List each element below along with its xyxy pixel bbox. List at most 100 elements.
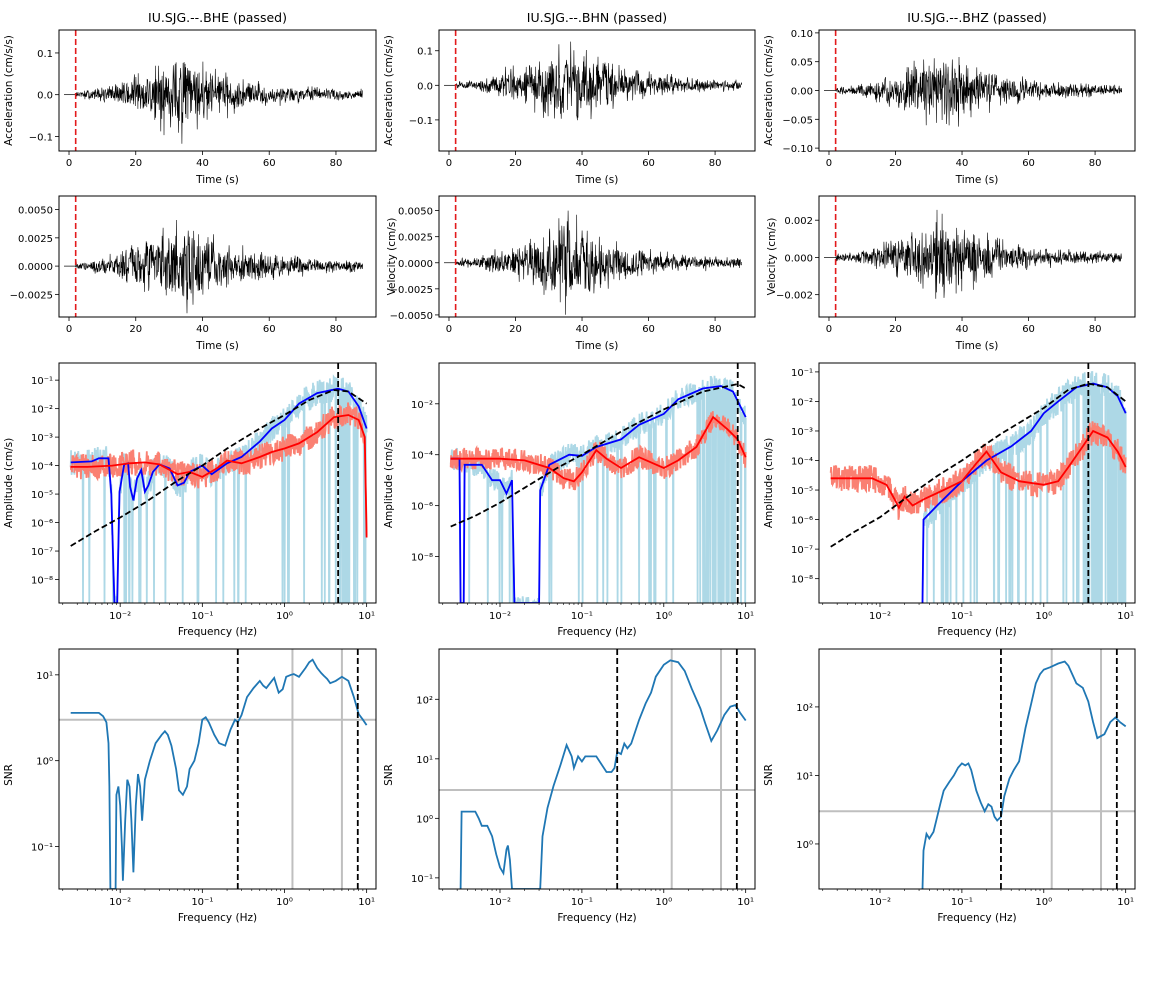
- y-tick-label: 10⁰: [796, 840, 813, 851]
- axes-frame: [58, 195, 377, 318]
- plot-area-spectra: [69, 363, 368, 603]
- snr-curve: [921, 660, 1127, 889]
- x-tick-label: 40: [196, 324, 209, 335]
- axes-frame: [818, 648, 1136, 890]
- x-tick-label: 80: [1089, 324, 1102, 335]
- x-tick-label: 10⁻¹: [191, 611, 213, 622]
- signal-spectrum-smoothed: [921, 382, 1127, 603]
- y-tick-label: 0.0000: [18, 262, 53, 273]
- y-tick-label: −0.1: [29, 132, 53, 143]
- brune-model-fit: [450, 383, 747, 528]
- x-axis-label: Frequency (Hz): [178, 912, 257, 924]
- axes-frame: [58, 29, 377, 152]
- y-tick-label: 10⁻¹: [411, 874, 433, 885]
- axes-frame: [438, 648, 756, 890]
- plot-area-spectra: [449, 363, 747, 603]
- x-tick-label: 10⁻²: [109, 611, 131, 622]
- y-tick-label: 10¹: [416, 755, 433, 766]
- y-tick-label: 10⁻⁶: [31, 519, 53, 530]
- x-axis-label: Time (s): [575, 174, 619, 186]
- y-tick-label: 0.1: [417, 47, 433, 58]
- y-tick-label: 10⁻²: [791, 397, 813, 408]
- y-axis-label: Amplitude (cm/s): [763, 438, 775, 528]
- y-tick-label: 10⁻⁸: [791, 575, 813, 586]
- x-tick-label: 10¹: [1117, 611, 1134, 622]
- y-tick-label: 0.002: [784, 216, 813, 227]
- y-tick-label: 10⁰: [416, 814, 433, 825]
- y-tick-label: 0.1: [37, 49, 53, 60]
- channel-title: IU.SJG.--.BHN (passed): [527, 10, 667, 25]
- y-tick-label: 0.0000: [398, 259, 433, 270]
- x-tick-label: 40: [196, 158, 209, 169]
- axes-frame: [58, 648, 377, 890]
- x-tick-label: 0: [446, 324, 452, 335]
- plot-area-acceleration: [443, 30, 742, 151]
- axes-frame: [438, 195, 756, 318]
- x-axis-label: Time (s): [955, 340, 999, 352]
- x-tick-label: 0: [826, 158, 832, 169]
- plot-area-snr: [819, 649, 1135, 889]
- x-tick-label: 20: [509, 158, 522, 169]
- y-tick-label: 0.000: [784, 253, 813, 264]
- noise-spectrum-raw: [829, 421, 1127, 520]
- x-tick-label: 10⁰: [276, 611, 293, 622]
- y-tick-label: 10¹: [36, 671, 53, 682]
- channel-title: IU.SJG.--.BHE (passed): [148, 10, 287, 25]
- x-tick-label: 0: [826, 324, 832, 335]
- x-axis-label: Frequency (Hz): [937, 912, 1016, 924]
- y-axis-label: Acceleration (cm/s/s): [763, 35, 775, 146]
- y-tick-label: 10²: [796, 703, 813, 714]
- x-tick-label: 0: [66, 158, 72, 169]
- y-tick-label: 0.0: [37, 91, 53, 102]
- y-tick-label: −0.0025: [10, 290, 53, 301]
- waveform-trace: [455, 41, 742, 121]
- plot-area-velocity: [443, 196, 742, 317]
- y-tick-label: 0.10: [791, 29, 813, 40]
- x-tick-label: 10⁰: [1035, 897, 1052, 908]
- y-tick-label: −0.10: [782, 144, 813, 155]
- x-tick-label: 10⁰: [655, 611, 672, 622]
- axes-frame: [58, 362, 377, 604]
- x-tick-label: 40: [956, 324, 969, 335]
- signal-spectrum-raw: [69, 374, 368, 603]
- x-tick-label: 80: [709, 324, 722, 335]
- x-tick-label: 10⁻¹: [951, 897, 973, 908]
- y-axis-label: SNR: [383, 764, 395, 786]
- x-tick-label: 40: [956, 158, 969, 169]
- axes-frame: [818, 362, 1136, 604]
- plot-area-acceleration: [823, 30, 1122, 151]
- plot-area-acceleration: [64, 30, 363, 151]
- noise-spectrum-smoothed: [450, 415, 747, 483]
- noise-spectrum-smoothed: [70, 414, 368, 538]
- signal-spectrum-smoothed: [450, 385, 747, 603]
- x-tick-label: 60: [1022, 324, 1035, 335]
- x-tick-label: 10¹: [1117, 897, 1134, 908]
- signal-spectrum-raw: [449, 375, 747, 603]
- y-tick-label: −0.1: [409, 116, 433, 127]
- x-tick-label: 10¹: [737, 611, 754, 622]
- y-tick-label: 0.05: [791, 58, 813, 69]
- y-tick-label: 10⁻¹: [31, 376, 53, 387]
- y-tick-label: 10⁻⁵: [791, 486, 813, 497]
- waveform-trace: [455, 210, 742, 315]
- x-tick-label: 80: [330, 158, 343, 169]
- y-tick-label: 10⁻⁷: [791, 545, 813, 556]
- y-tick-label: 10⁻¹: [791, 368, 813, 379]
- x-tick-label: 10⁻¹: [951, 611, 973, 622]
- x-axis-label: Time (s): [575, 340, 619, 352]
- y-tick-label: −0.002: [776, 291, 813, 302]
- x-tick-label: 60: [642, 324, 655, 335]
- waveform-trace: [75, 61, 363, 144]
- x-tick-label: 10⁰: [655, 897, 672, 908]
- plot-area-velocity: [823, 196, 1122, 317]
- axes-frame: [818, 195, 1136, 318]
- snr-curve: [70, 658, 368, 889]
- y-tick-label: 10⁻³: [791, 427, 813, 438]
- x-tick-label: 0: [446, 158, 452, 169]
- waveform-trace: [835, 56, 1122, 127]
- x-tick-label: 60: [263, 158, 276, 169]
- y-tick-label: 10⁻⁵: [31, 490, 53, 501]
- y-tick-label: 10⁻²: [411, 400, 433, 411]
- channel-title: IU.SJG.--.BHZ (passed): [907, 10, 1047, 25]
